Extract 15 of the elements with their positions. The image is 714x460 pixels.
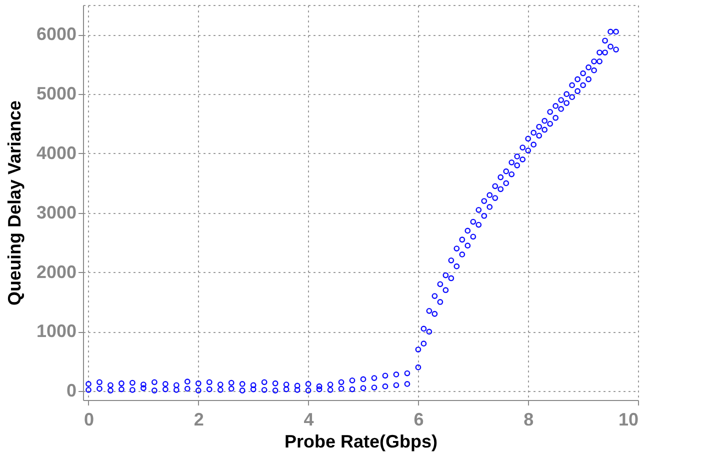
x-tick-label: 8 — [524, 410, 534, 430]
y-tick-label: 5000 — [36, 84, 76, 104]
x-tick-label: 2 — [194, 410, 204, 430]
x-tick-label: 4 — [304, 410, 314, 430]
y-axis-title: Queuing Delay Variance — [4, 100, 24, 306]
y-tick-label: 0 — [66, 380, 76, 401]
y-tick-label: 4000 — [36, 142, 76, 163]
x-tick-label: 6 — [414, 410, 424, 430]
x-tick-label: 0 — [84, 410, 94, 430]
y-tick-label: 3000 — [36, 202, 76, 222]
x-tick-label: 10 — [618, 410, 638, 430]
y-tick-label: 1000 — [36, 321, 76, 342]
x-axis-title: Probe Rate(Gbps) — [284, 432, 438, 452]
y-tick-label: 6000 — [36, 24, 76, 44]
y-tick-label: 2000 — [36, 262, 76, 282]
